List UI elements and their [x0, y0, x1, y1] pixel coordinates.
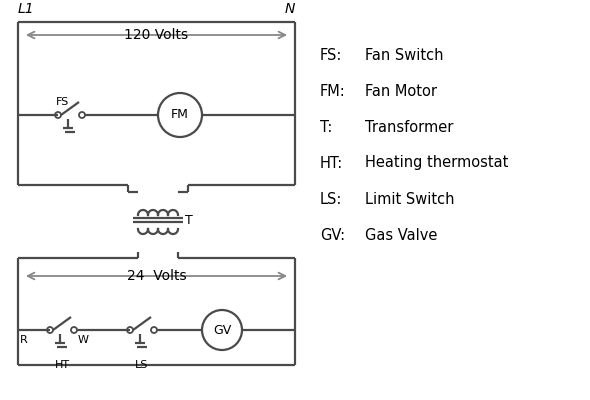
- Text: 24  Volts: 24 Volts: [127, 269, 186, 283]
- Text: 120 Volts: 120 Volts: [124, 28, 189, 42]
- Text: Limit Switch: Limit Switch: [365, 192, 454, 206]
- Text: LS:: LS:: [320, 192, 342, 206]
- Text: LS: LS: [135, 360, 149, 370]
- Text: FM:: FM:: [320, 84, 346, 98]
- Text: Heating thermostat: Heating thermostat: [365, 156, 509, 170]
- Text: FS:: FS:: [320, 48, 342, 62]
- Text: Fan Motor: Fan Motor: [365, 84, 437, 98]
- Text: N: N: [284, 2, 295, 16]
- Text: GV: GV: [213, 324, 231, 336]
- Text: Fan Switch: Fan Switch: [365, 48, 444, 62]
- Text: FS: FS: [56, 97, 69, 107]
- Text: GV:: GV:: [320, 228, 345, 242]
- Text: W: W: [78, 335, 89, 345]
- Text: HT:: HT:: [320, 156, 343, 170]
- Text: T:: T:: [320, 120, 332, 134]
- Text: FM: FM: [171, 108, 189, 122]
- Text: T: T: [185, 214, 193, 226]
- Text: L1: L1: [18, 2, 35, 16]
- Text: R: R: [20, 335, 28, 345]
- Text: Transformer: Transformer: [365, 120, 453, 134]
- Text: HT: HT: [54, 360, 70, 370]
- Text: Gas Valve: Gas Valve: [365, 228, 437, 242]
